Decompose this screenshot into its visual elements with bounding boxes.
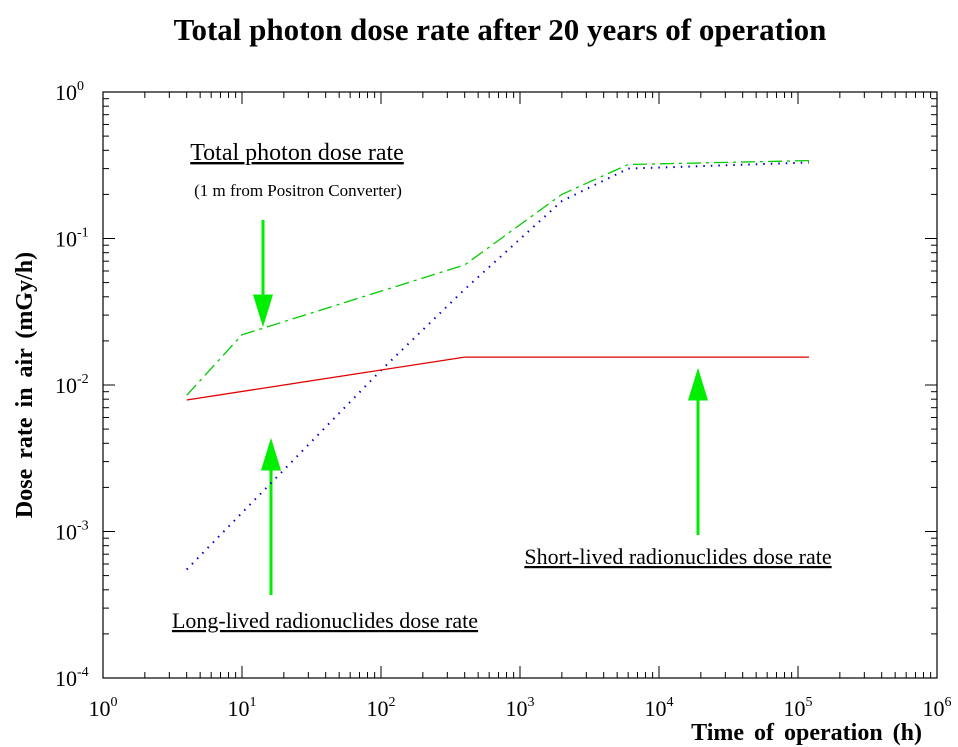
tick-label: 100 <box>89 695 118 721</box>
tick-exponent: 3 <box>528 695 535 710</box>
tick-label: 100 <box>55 79 84 105</box>
x-axis-label: Time of operation (h) <box>691 720 922 746</box>
arrows <box>252 220 709 595</box>
tick-exponent: -2 <box>77 372 89 387</box>
tick-label: 106 <box>923 695 952 721</box>
tick-exponent: 2 <box>389 695 396 710</box>
arrow-head <box>687 367 709 401</box>
annotation: Long-lived radionuclides dose rate <box>172 608 478 633</box>
tick-exponent: 0 <box>77 79 84 94</box>
tick-base: 10 <box>55 227 77 252</box>
tick-label: 105 <box>784 695 813 721</box>
tick-base: 10 <box>55 520 77 545</box>
chart-title: Total photon dose rate after 20 years of… <box>174 12 827 47</box>
tick-base: 10 <box>228 696 250 721</box>
tick-label: 103 <box>506 695 535 721</box>
tick-exponent: -3 <box>77 519 89 534</box>
tick-exponent: 4 <box>667 695 674 710</box>
tick-base: 10 <box>645 696 667 721</box>
arrow-head <box>260 437 282 471</box>
tick-base: 10 <box>784 696 806 721</box>
tick-base: 10 <box>89 696 111 721</box>
tick-exponent: 1 <box>250 695 257 710</box>
tick-exponent: -1 <box>77 226 89 241</box>
tick-exponent: 0 <box>111 695 118 710</box>
annotation: Short-lived radionuclides dose rate <box>524 544 831 569</box>
annotation: Total photon dose rate <box>190 140 404 166</box>
tick-label: 10-2 <box>55 372 89 398</box>
tick-exponent: -4 <box>77 665 89 680</box>
y-axis-label: Dose rate in air (mGy/h) <box>12 252 38 518</box>
tick-label: 101 <box>228 695 257 721</box>
series-line <box>186 356 809 401</box>
tick-label: 10-4 <box>55 665 89 691</box>
series-line <box>185 161 810 571</box>
tick-base: 10 <box>55 373 77 398</box>
tick-base: 10 <box>55 666 77 691</box>
arrow-head <box>252 294 274 328</box>
tick-exponent: 6 <box>945 695 952 710</box>
tick-label: 102 <box>367 695 396 721</box>
tick-exponent: 5 <box>806 695 813 710</box>
tick-base: 10 <box>506 696 528 721</box>
tick-label: 10-3 <box>55 519 89 545</box>
tick-label: 104 <box>645 695 674 721</box>
tick-label: 10-1 <box>55 226 89 252</box>
plot-frame <box>102 91 938 679</box>
annotation: (1 m from Positron Converter) <box>194 181 402 200</box>
tick-base: 10 <box>367 696 389 721</box>
tick-base: 10 <box>55 80 77 105</box>
tick-base: 10 <box>923 696 945 721</box>
